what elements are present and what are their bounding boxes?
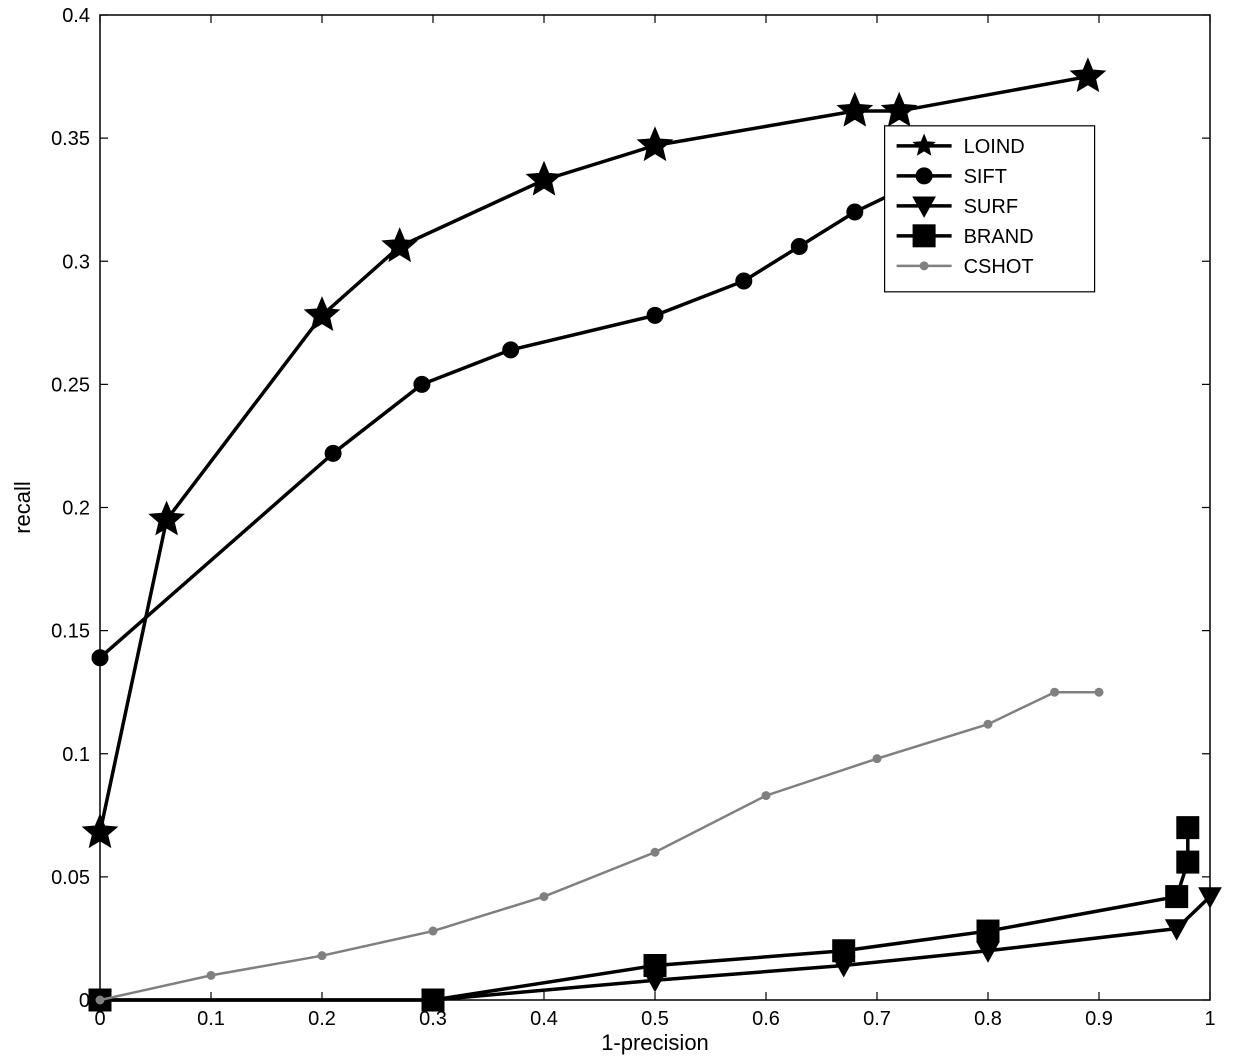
dot-marker	[762, 792, 770, 800]
x-tick-label: 0.7	[863, 1008, 891, 1030]
circle-marker	[916, 168, 932, 184]
circle-marker	[325, 445, 341, 461]
square-marker	[1177, 851, 1199, 873]
dot-marker	[540, 893, 548, 901]
x-tick-label: 0.9	[1085, 1008, 1113, 1030]
dot-marker	[96, 996, 104, 1004]
x-tick-label: 0.8	[974, 1008, 1002, 1030]
dot-marker	[920, 262, 928, 270]
x-tick-label: 1	[1204, 1008, 1215, 1030]
x-tick-label: 0.1	[197, 1008, 225, 1030]
y-tick-label: 0.15	[51, 621, 90, 643]
circle-marker	[736, 273, 752, 289]
recall-vs-precision-chart: 00.10.20.30.40.50.60.70.80.9100.050.10.1…	[0, 0, 1240, 1062]
y-tick-label: 0.3	[62, 251, 90, 273]
circle-marker	[791, 238, 807, 254]
circle-marker	[647, 307, 663, 323]
square-marker	[644, 955, 666, 977]
dot-marker	[1095, 688, 1103, 696]
square-marker	[833, 940, 855, 962]
chart-container: 00.10.20.30.40.50.60.70.80.9100.050.10.1…	[0, 0, 1240, 1062]
legend-label: CSHOT	[964, 256, 1034, 278]
legend: LOIND SIFT SURF BRAND CSHOT	[885, 126, 1095, 292]
y-tick-label: 0.4	[62, 5, 90, 27]
y-tick-label: 0.2	[62, 498, 90, 520]
dot-marker	[873, 755, 881, 763]
legend-label: SURF	[964, 196, 1018, 218]
circle-marker	[503, 342, 519, 358]
legend-label: LOIND	[964, 136, 1025, 158]
circle-marker	[847, 204, 863, 220]
circle-marker	[92, 650, 108, 666]
square-marker	[1177, 817, 1199, 839]
y-tick-label: 0	[79, 990, 90, 1012]
y-tick-label: 0.25	[51, 374, 90, 396]
square-marker	[977, 920, 999, 942]
legend-label: SIFT	[964, 166, 1007, 188]
x-tick-label: 0.5	[641, 1008, 669, 1030]
legend-label: BRAND	[964, 226, 1034, 248]
y-axis-label: recall	[10, 481, 35, 534]
x-axis-label: 1-precision	[601, 1030, 709, 1055]
x-tick-label: 0.4	[530, 1008, 558, 1030]
square-marker	[1166, 886, 1188, 908]
circle-marker	[414, 376, 430, 392]
x-tick-label: 0.6	[752, 1008, 780, 1030]
dot-marker	[984, 720, 992, 728]
y-tick-label: 0.05	[51, 867, 90, 889]
y-tick-label: 0.1	[62, 744, 90, 766]
dot-marker	[429, 927, 437, 935]
dot-marker	[1051, 688, 1059, 696]
dot-marker	[318, 952, 326, 960]
square-marker	[422, 989, 444, 1011]
y-tick-label: 0.35	[51, 128, 90, 150]
x-tick-label: 0.2	[308, 1008, 336, 1030]
dot-marker	[651, 848, 659, 856]
square-marker	[913, 225, 935, 247]
dot-marker	[207, 971, 215, 979]
